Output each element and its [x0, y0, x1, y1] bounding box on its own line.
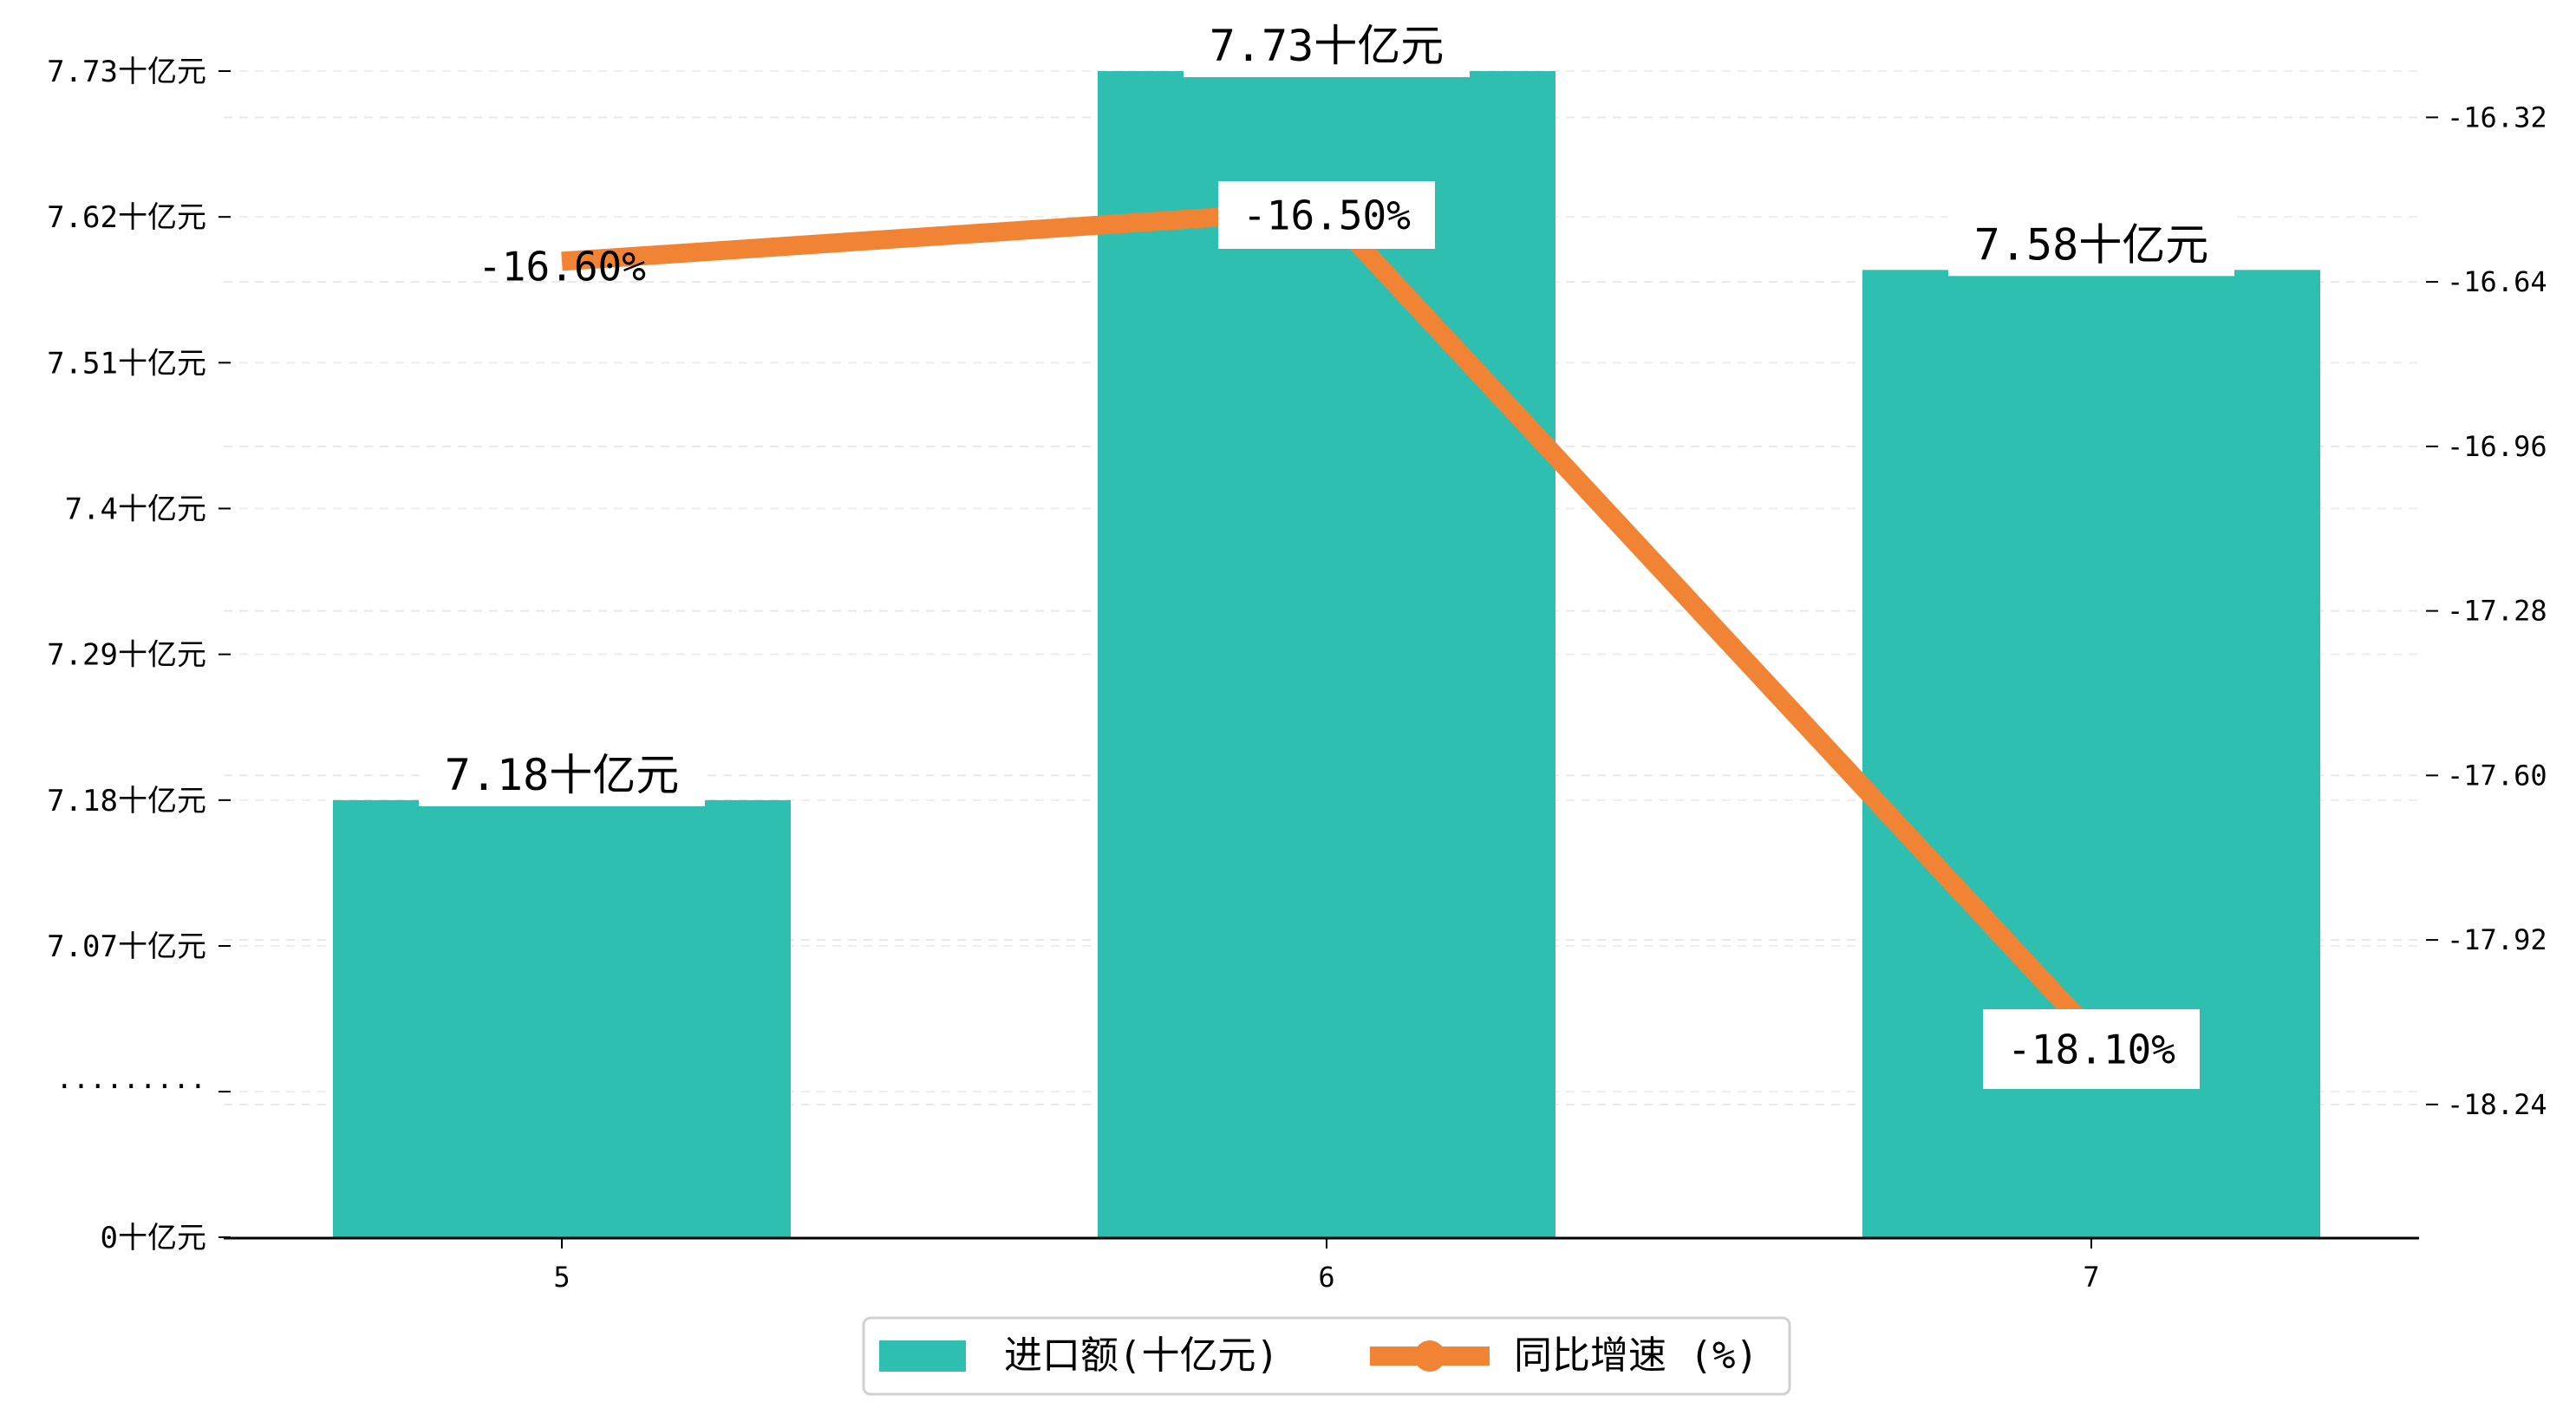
bar-label-5-box — [419, 741, 705, 806]
legend: 进口额(十亿元) 同比增速 (%) — [862, 1316, 1791, 1396]
bar-6 — [1098, 71, 1555, 1237]
y-left-tick-label-3: 7.29十亿元 — [47, 638, 206, 673]
data-labels: 7.18十亿元 7.73十亿元 7.58十亿元 -16.60% -16.50% -18.1… — [419, 13, 2234, 1089]
line-label-6-box — [1218, 181, 1435, 249]
y-left-tick-label-2: 7.18十亿元 — [47, 784, 206, 818]
x-tick-label-7: 7 — [2083, 1261, 2099, 1294]
bar-label-7: 7.58十亿元 — [1974, 219, 2208, 270]
y-right-tick-label-1: -16.64 — [2447, 265, 2547, 298]
y-right-tick-label-2: -16.96 — [2447, 430, 2547, 463]
y-left-tick-label-0: 0十亿元 — [101, 1221, 206, 1255]
y-left-tick-label-6: 7.62十亿元 — [47, 200, 206, 235]
line-label-5: -16.60% — [478, 244, 646, 290]
y-left-break-label: ········· — [56, 1070, 206, 1103]
y-right-tick-label-6: -18.24 — [2447, 1088, 2547, 1121]
legend-box — [862, 1316, 1791, 1396]
line-label-7-box — [1983, 1009, 2200, 1089]
bar-label-5: 7.18十亿元 — [445, 750, 679, 800]
y-left-tick-label-5: 7.51十亿元 — [47, 346, 206, 381]
legend-marker-line — [1414, 1340, 1445, 1372]
bar-7 — [1862, 270, 2320, 1238]
legend-label-line: 同比增速 (%) — [1514, 1333, 1758, 1378]
line-label-7: -18.10% — [2007, 1027, 2175, 1073]
bar-label-6: 7.73十亿元 — [1210, 21, 1444, 71]
legend-label-bar: 进口额(十亿元) — [1004, 1333, 1279, 1378]
y-right-tick-label-4: -17.60 — [2447, 759, 2547, 792]
y-right-tick-label-3: -17.28 — [2447, 595, 2547, 628]
bar-label-7-box — [1948, 212, 2234, 277]
y-left-tick-label-1: 7.07十亿元 — [47, 929, 206, 964]
x-tick-label-5: 5 — [553, 1261, 570, 1294]
y-right-tick-label-0: -16.32 — [2447, 101, 2547, 134]
bar-label-6-box — [1184, 13, 1470, 77]
x-tick-label-6: 6 — [1318, 1261, 1334, 1294]
line-label-6: -16.50% — [1242, 192, 1411, 239]
y-left-tick-label-4: 7.4十亿元 — [65, 492, 206, 527]
y-right-tick-label-5: -17.92 — [2447, 923, 2547, 956]
axes: 5 6 7 0十亿元 7.07十亿元 7.18十亿元 7.29十亿元 7.4十亿元 7.51十亿… — [47, 55, 2547, 1294]
bar-5 — [333, 799, 791, 1237]
y-left-tick-label-7: 7.73十亿元 — [47, 55, 206, 89]
legend-swatch-bar — [879, 1340, 966, 1372]
